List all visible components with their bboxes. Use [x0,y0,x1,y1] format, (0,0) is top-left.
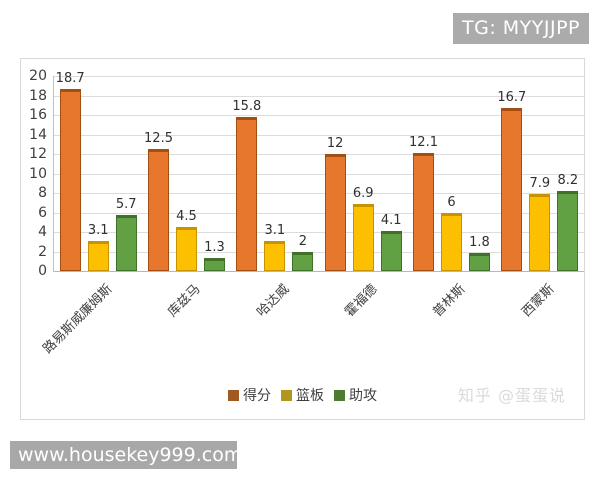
zhihu-watermark: 知乎 @蛋蛋说 [457,386,566,405]
gridline [54,154,584,155]
x-axis-label: 哈达威 [254,281,293,321]
bar-助攻-5 [469,253,490,271]
bar-value-label: 15.8 [232,98,262,114]
gridline [54,115,584,116]
bar-value-label: 5.7 [115,197,137,213]
y-axis-tick-label: 20 [29,68,47,84]
bar-value-label: 1.3 [204,240,225,256]
x-axis-label: 霍福德 [342,281,381,321]
bar-value-label: 8.2 [557,173,579,189]
legend-item-助攻: 助攻 [334,385,377,405]
chart-legend: 得分 篮板 助攻 [21,385,584,405]
website-bar: www.housekey999.com [10,441,242,469]
y-axis-tick-label: 2 [38,243,47,260]
bar-篮板-5 [441,212,462,271]
legend-swatch [281,389,292,401]
bar-得分-1 [59,88,81,271]
y-axis-tick-label: 8 [38,185,47,201]
chart-panel: 18.7 3.1 5.7 12.5 4.5 1.3 15.8 3.1 2 12 6.9 4.1 12.1… [20,58,585,420]
gridline [54,212,584,214]
bar-篮板-1 [87,240,109,271]
gridline [54,173,584,175]
legend-label: 得分 [243,388,271,404]
bar-得分-5 [413,153,434,271]
y-axis-tick-label: 18 [29,87,47,104]
bar-value-label: 12.1 [409,135,438,151]
bar-value-label: 12 [326,136,344,151]
bar-篮板-6 [529,193,551,271]
bar-value-label: 6.9 [352,185,374,201]
bar-得分-4 [324,154,346,271]
bar-value-label: 3.1 [87,222,109,238]
legend-label: 助攻 [349,388,377,404]
legend-label: 篮板 [296,388,324,404]
gridline [54,95,584,97]
y-axis-tick-label: 0 [38,263,47,279]
bar-篮板-2 [176,227,197,271]
bar-value-label: 6 [447,194,456,210]
y-axis-tick-label: 10 [29,165,47,182]
bar-助攻-4 [380,231,402,271]
bar-value-label: 2 [298,233,307,249]
bar-value-label: 7.9 [529,175,551,191]
y-axis-tick-label: 12 [29,146,47,162]
bar-得分-3 [236,116,258,271]
plot-area: 18.7 3.1 5.7 12.5 4.5 1.3 15.8 3.1 2 12 6.9 4.1 12.1… [53,71,584,272]
legend-item-得分: 得分 [228,385,271,405]
telegram-badge: TG: MYYJJPP [453,13,589,44]
x-axis-label: 普林斯 [430,281,469,321]
bar-得分-2 [148,149,169,271]
y-axis-tick-label: 6 [38,204,47,221]
bar-value-label: 4.1 [380,213,402,229]
y-axis-tick-label: 16 [29,107,47,123]
bar-助攻-6 [557,191,579,271]
x-axis-label: 西蒙斯 [519,281,558,321]
gridline [54,193,584,194]
bar-value-label: 1.8 [469,235,490,251]
y-axis-tick-label: 14 [29,126,47,143]
bar-value-label: 4.5 [176,209,197,225]
bar-助攻-1 [115,215,137,271]
bar-value-label: 18.7 [55,70,85,86]
bar-value-label: 3.1 [264,222,286,238]
bar-助攻-3 [292,251,314,271]
gridline [54,134,584,136]
gridline [54,76,584,77]
bar-value-label: 16.7 [497,90,527,106]
x-axis-label: 库兹马 [165,281,204,321]
bar-篮板-3 [264,240,286,271]
bar-篮板-4 [352,203,374,271]
legend-swatch [228,389,239,401]
gridline [54,251,584,253]
y-axis-tick-label: 4 [38,224,47,240]
bar-助攻-2 [204,258,225,271]
gridline [54,232,584,233]
legend-item-篮板: 篮板 [281,385,324,405]
x-axis-label: 路易斯威廉姆斯 [40,281,116,357]
bar-value-label: 12.5 [144,131,173,147]
legend-swatch [334,389,345,401]
bar-得分-6 [501,108,523,271]
